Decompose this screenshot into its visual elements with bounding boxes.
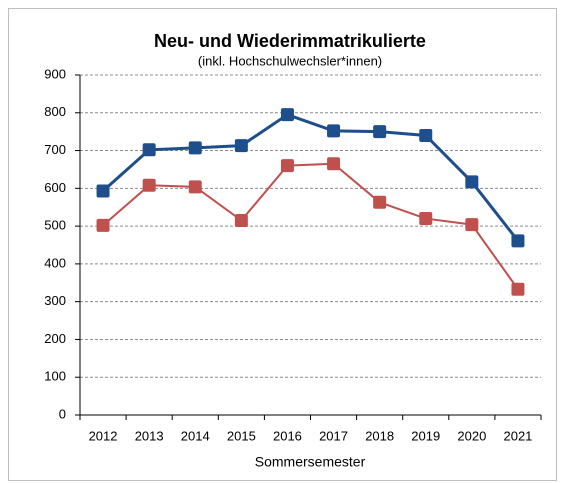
series-line: [102, 162, 519, 290]
x-tick-label: 2016: [273, 428, 302, 443]
data-point: [373, 125, 387, 139]
y-tick-label: 0: [59, 406, 66, 421]
data-point: [373, 195, 387, 209]
data-point: [188, 180, 202, 194]
y-tick-label: 200: [44, 331, 66, 346]
chart-subtitle: (inkl. Hochschulwechsler*innen): [198, 53, 382, 68]
data-point: [234, 213, 248, 227]
data-point: [465, 175, 479, 189]
x-tick-label: 2013: [135, 428, 164, 443]
data-point: [234, 139, 248, 153]
series-line: [102, 113, 520, 242]
y-tick-label: 800: [44, 104, 66, 119]
data-point: [188, 141, 202, 155]
data-point: [280, 159, 294, 173]
x-tick-label: 2021: [503, 428, 532, 443]
data-point: [96, 184, 110, 198]
chart-frame: [8, 8, 557, 481]
data-point: [327, 157, 341, 171]
data-point: [280, 108, 294, 122]
y-tick-label: 700: [44, 142, 66, 157]
x-tick-label: 2020: [457, 428, 486, 443]
data-point: [465, 218, 479, 232]
y-tick-label: 300: [44, 293, 66, 308]
data-point: [327, 124, 341, 138]
data-point: [419, 128, 433, 142]
y-tick-label: 600: [44, 180, 66, 195]
data-point: [96, 218, 110, 232]
data-point: [511, 282, 525, 296]
data-point: [142, 143, 156, 157]
y-tick-label: 100: [44, 369, 66, 384]
data-point: [511, 234, 525, 248]
x-tick-label: 2018: [365, 428, 394, 443]
x-tick-label: 2015: [227, 428, 256, 443]
x-tick-label: 2019: [411, 428, 440, 443]
x-tick-label: 2014: [181, 428, 210, 443]
data-point: [419, 212, 433, 226]
x-tick-label: 2017: [319, 428, 348, 443]
y-tick-label: 900: [44, 66, 66, 81]
y-tick-label: 500: [44, 218, 66, 233]
data-point: [142, 178, 156, 192]
x-axis-label: Sommersemester: [255, 454, 366, 470]
x-tick-label: 2012: [89, 428, 118, 443]
chart-title: Neu- und Wiederimmatrikulierte: [154, 31, 426, 51]
y-tick-label: 400: [44, 255, 66, 270]
